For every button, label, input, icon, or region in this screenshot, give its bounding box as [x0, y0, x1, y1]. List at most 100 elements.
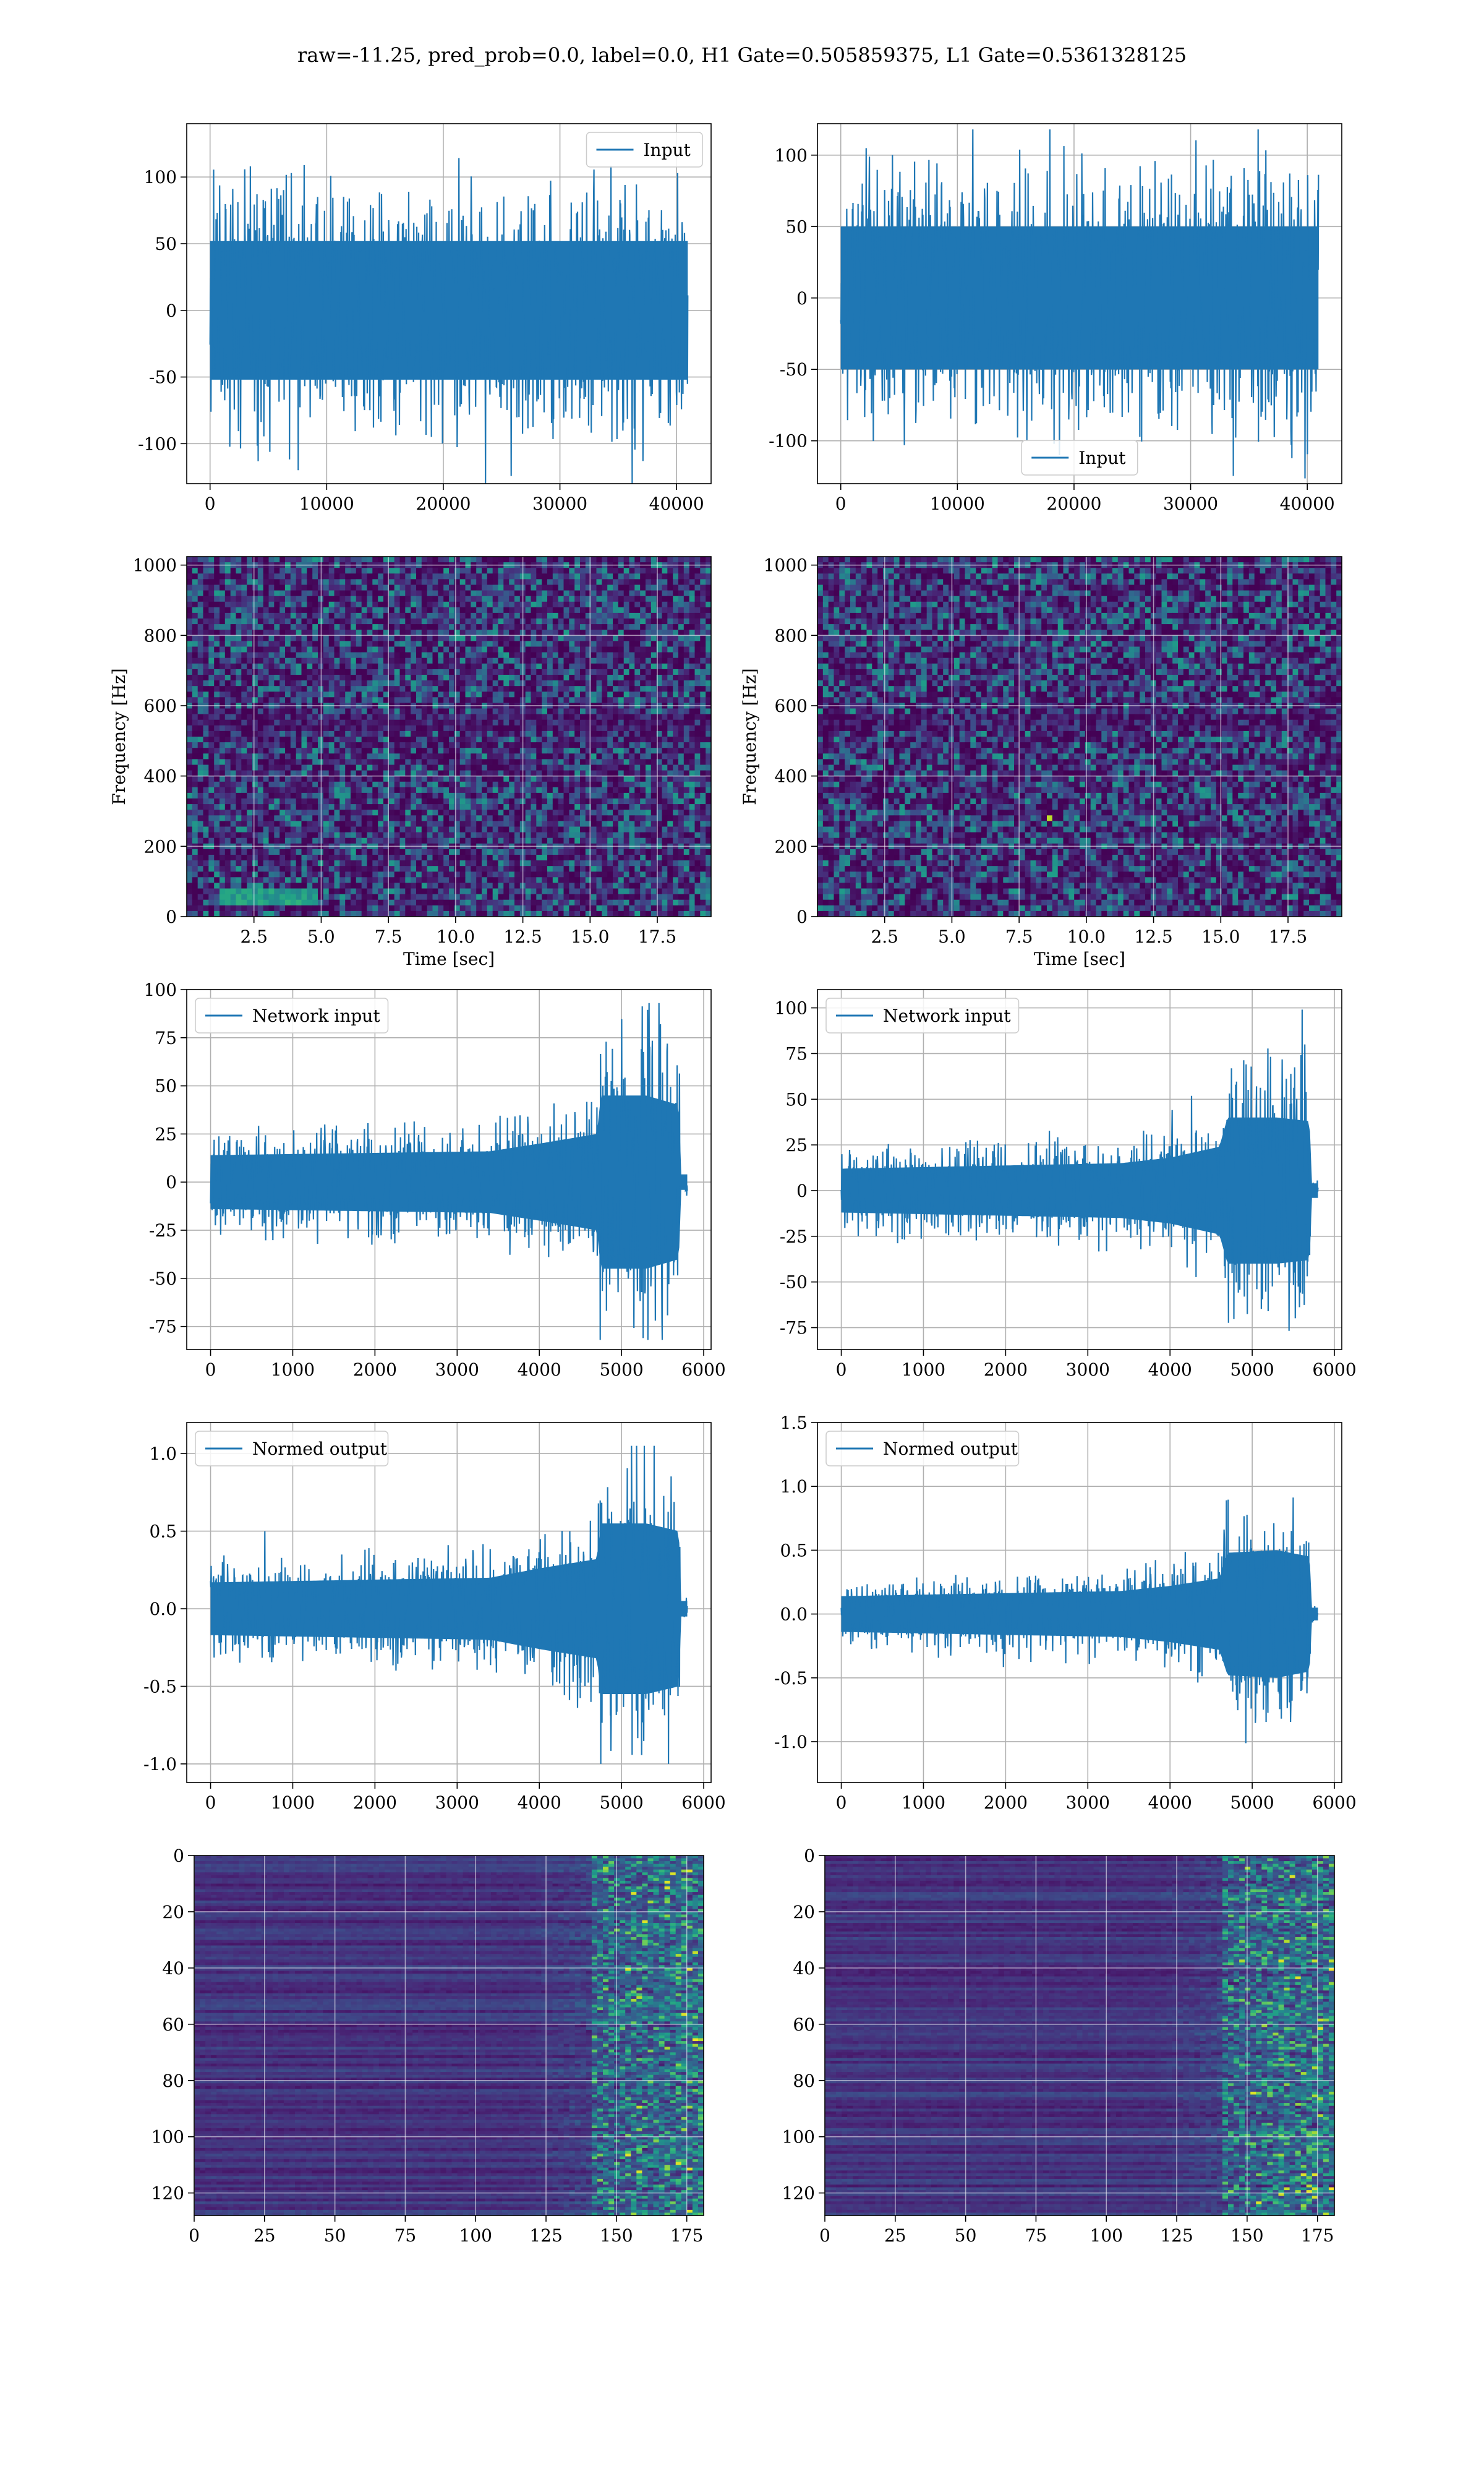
heatmap-cell: [667, 680, 673, 687]
heatmap-cell: [399, 759, 406, 766]
heatmap-cell: [224, 832, 231, 839]
heatmap-cell: [487, 742, 493, 748]
heatmap-cells: [187, 557, 711, 917]
heatmap-cell: [394, 686, 401, 692]
heatmap-cell: [208, 630, 215, 636]
heatmap-cell: [673, 730, 679, 737]
heatmap-cell: [547, 630, 553, 636]
heatmap-cell: [667, 675, 673, 681]
heatmap-cell: [443, 748, 450, 754]
heatmap-cell: [323, 804, 330, 810]
y-tick-label: -100: [138, 434, 177, 454]
heatmap-cell: [618, 579, 625, 586]
heatmap-cell: [301, 798, 307, 805]
heatmap-cell: [536, 557, 542, 563]
heatmap-cell: [629, 579, 635, 586]
axes-frame: [186, 123, 712, 484]
heatmap-cell: [220, 573, 226, 580]
heatmap-cell: [476, 607, 482, 614]
heatmap-cell: [285, 657, 291, 664]
heatmap-cell: [339, 781, 346, 788]
heatmap-cell: [471, 612, 477, 619]
heatmap-cell: [706, 792, 711, 799]
heatmap-cell: [334, 832, 340, 839]
heatmap-cell: [542, 759, 548, 766]
heatmap-cell: [432, 691, 438, 698]
heatmap-cell: [536, 624, 542, 630]
heatmap-cell: [509, 781, 515, 788]
heatmap-cell: [482, 832, 488, 839]
heatmap-cell: [646, 675, 652, 681]
heatmap-cell: [312, 663, 318, 670]
heatmap-cell: [634, 630, 641, 636]
heatmap-cell: [290, 663, 297, 670]
heatmap-cell: [487, 697, 493, 703]
heatmap-cell: [656, 584, 663, 591]
heatmap-cell: [268, 776, 275, 782]
heatmap-cell: [421, 680, 428, 687]
heatmap-cell: [224, 601, 231, 608]
heatmap-cell: [388, 686, 395, 692]
heatmap-cell: [471, 708, 477, 715]
heatmap-cell: [465, 601, 471, 608]
heatmap-cell: [388, 708, 395, 715]
heatmap-cell: [187, 686, 193, 692]
heatmap-cell: [509, 730, 515, 737]
heatmap-cell: [405, 810, 411, 816]
heatmap-cell: [656, 725, 663, 732]
heatmap-cell: [361, 787, 368, 794]
heatmap-cell: [279, 781, 286, 788]
heatmap-cell: [525, 584, 532, 591]
heatmap-cell: [351, 804, 357, 810]
heatmap-cell: [673, 792, 679, 799]
heatmap-cell: [694, 737, 701, 743]
heatmap-cell: [416, 737, 422, 743]
heatmap-cell: [224, 641, 231, 648]
heatmap-cell: [607, 787, 613, 794]
heatmap-cell: [214, 573, 220, 580]
heatmap-cell: [236, 612, 242, 619]
heatmap-cell: [640, 753, 646, 760]
heatmap-cell: [640, 798, 646, 805]
heatmap-cell: [224, 635, 231, 641]
heatmap-cell: [547, 798, 553, 805]
heatmap-cell: [536, 691, 542, 698]
heatmap-cell: [471, 618, 477, 625]
heatmap-cell: [449, 596, 455, 602]
heatmap-cell: [383, 618, 390, 625]
heatmap-cell: [454, 832, 461, 839]
heatmap-cell: [443, 719, 450, 726]
heatmap-cell: [623, 568, 630, 574]
heatmap-cell: [542, 742, 548, 748]
heatmap-cell: [285, 618, 291, 625]
heatmap-cell: [356, 663, 362, 670]
heatmap-cell: [471, 657, 477, 664]
heatmap-cell: [334, 612, 340, 619]
heatmap-cell: [241, 792, 247, 799]
heatmap-cell: [580, 737, 586, 743]
y-tick-label: 0: [166, 301, 177, 321]
heatmap-cell: [640, 770, 646, 777]
heatmap-cell: [427, 837, 433, 844]
heatmap-cell: [432, 697, 438, 703]
heatmap-cell: [351, 652, 357, 659]
heatmap-cell: [378, 832, 384, 839]
heatmap-cell: [197, 652, 204, 659]
heatmap-cell: [646, 725, 652, 732]
heatmap-cell: [339, 697, 346, 703]
heatmap-cell: [356, 568, 362, 574]
heatmap-cell: [388, 798, 395, 805]
heatmap-cell: [268, 669, 275, 675]
heatmap-cell: [296, 646, 302, 653]
heatmap-cell: [312, 815, 318, 821]
heatmap-cell: [454, 624, 461, 630]
heatmap-cell: [334, 781, 340, 788]
heatmap-cell: [552, 691, 559, 698]
heatmap-cell: [558, 607, 565, 614]
heatmap-cell: [427, 646, 433, 653]
heatmap-cell: [531, 573, 537, 580]
heatmap-cell: [367, 691, 373, 698]
heatmap-cell: [650, 579, 657, 586]
heatmap-cell: [279, 815, 286, 821]
heatmap-cell: [640, 612, 646, 619]
